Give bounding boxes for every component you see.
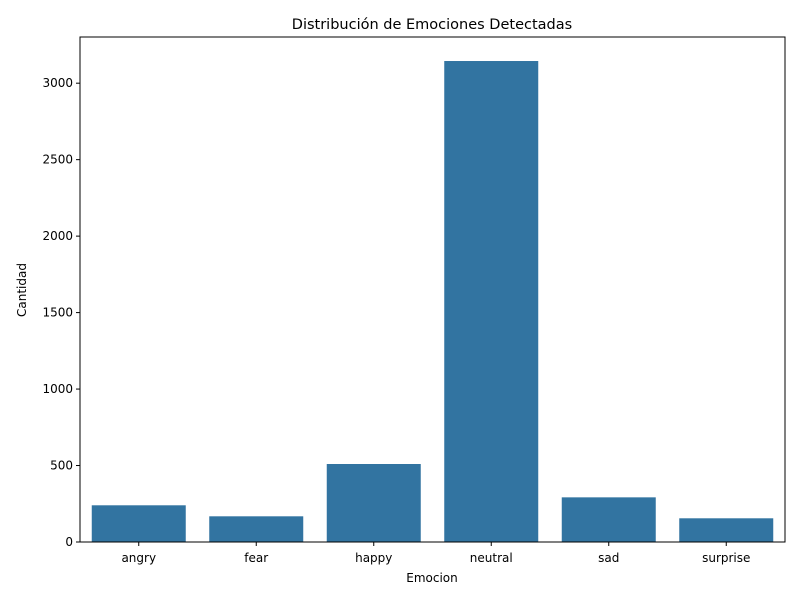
y-tick-label: 1000: [42, 382, 73, 396]
y-tick-label: 0: [65, 535, 73, 549]
y-axis-title: Cantidad: [15, 263, 29, 317]
bar-angry: [91, 505, 186, 542]
y-tick-label: 2000: [42, 229, 73, 243]
x-tick-label: sad: [598, 551, 619, 565]
x-tick-label: surprise: [702, 551, 750, 565]
y-tick-label: 2500: [42, 153, 73, 167]
y-tick-label: 3000: [42, 76, 73, 90]
x-tick-label: fear: [244, 551, 268, 565]
bar-happy: [326, 464, 421, 542]
x-tick-label: angry: [121, 551, 156, 565]
x-axis-ticks: angry fear happy neutral sad surprise: [121, 542, 750, 565]
bar-neutral: [444, 61, 539, 543]
y-tick-label: 500: [50, 459, 73, 473]
x-axis-title: Emocion: [406, 571, 458, 585]
bars-group: [91, 61, 774, 543]
y-axis-ticks: 0 500 1000 1500 2000 2500 3000: [42, 76, 80, 549]
chart-title: Distribución de Emociones Detectadas: [292, 17, 572, 33]
plot-frame: [79, 36, 786, 543]
y-tick-label: 1500: [42, 306, 73, 320]
x-tick-label: happy: [355, 551, 392, 565]
bar-surprise: [679, 518, 774, 542]
bar-fear: [209, 516, 304, 542]
bar-sad: [561, 497, 656, 542]
x-tick-label: neutral: [470, 551, 513, 565]
